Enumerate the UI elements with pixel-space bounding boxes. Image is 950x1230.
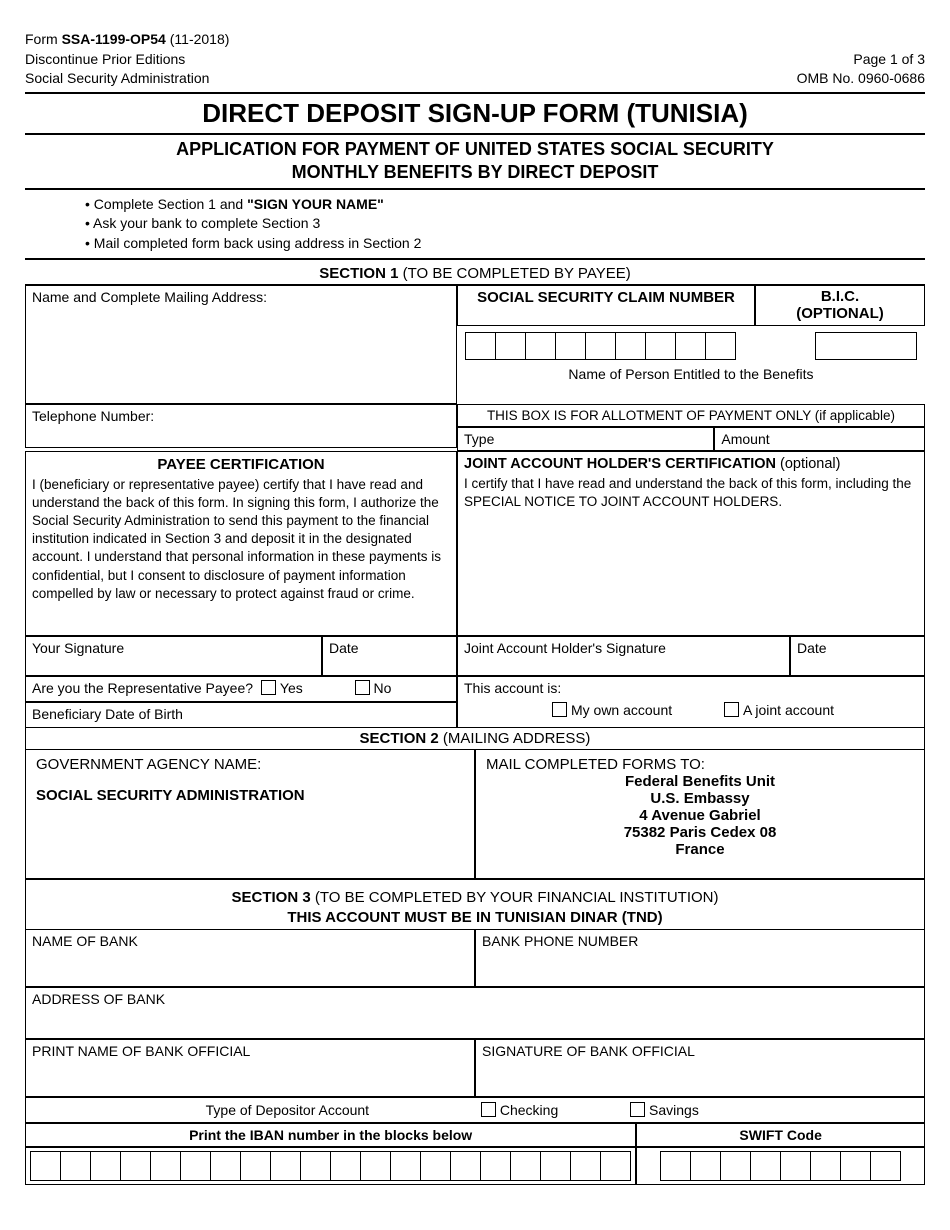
- addr-2: U.S. Embassy: [486, 790, 914, 807]
- mail-to-label: MAIL COMPLETED FORMS TO:: [486, 756, 914, 773]
- bic-header: B.I.C.(OPTIONAL): [755, 284, 925, 326]
- depositor-account-row: Type of Depositor Account Checking Savin…: [25, 1097, 925, 1123]
- mail-to-box: MAIL COMPLETED FORMS TO: Federal Benefit…: [475, 749, 925, 879]
- joint-signature[interactable]: Joint Account Holder's Signature: [457, 636, 790, 676]
- allot-type[interactable]: Type: [457, 427, 714, 451]
- instr-3: • Mail completed form back using address…: [85, 234, 925, 254]
- bank-address[interactable]: ADDRESS OF BANK: [25, 987, 925, 1039]
- savings-checkbox[interactable]: [630, 1102, 645, 1117]
- addr-4: 75382 Paris Cedex 08: [486, 824, 914, 841]
- rep-no-checkbox[interactable]: [355, 680, 370, 695]
- dob-field[interactable]: Beneficiary Date of Birth: [25, 702, 457, 728]
- dep-type-label: Type of Depositor Account: [206, 1102, 369, 1118]
- telephone-field[interactable]: Telephone Number:: [25, 404, 457, 448]
- section3-header: SECTION 3 (TO BE COMPLETED BY YOUR FINAN…: [25, 879, 925, 929]
- bank-name[interactable]: NAME OF BANK: [25, 929, 475, 987]
- checking-checkbox[interactable]: [481, 1102, 496, 1117]
- official-name[interactable]: PRINT NAME OF BANK OFFICIAL: [25, 1039, 475, 1097]
- form-date: (11-2018): [170, 31, 230, 47]
- joint-cert-hdr: JOINT ACCOUNT HOLDER'S CERTIFICATION: [464, 456, 780, 472]
- joint-sig-date[interactable]: Date: [790, 636, 925, 676]
- name-address-field[interactable]: Name and Complete Mailing Address:: [25, 284, 457, 404]
- official-signature[interactable]: SIGNATURE OF BANK OFFICIAL: [475, 1039, 925, 1097]
- ssn-header: SOCIAL SECURITY CLAIM NUMBER: [457, 284, 755, 326]
- section3-sub: THIS ACCOUNT MUST BE IN TUNISIAN DINAR (…: [287, 909, 662, 926]
- rep-yes-checkbox[interactable]: [261, 680, 276, 695]
- ssa-name: SOCIAL SECURITY ADMINISTRATION: [36, 787, 464, 804]
- form-title: DIRECT DEPOSIT SIGN-UP FORM (TUNISIA): [25, 98, 925, 129]
- section2-header: SECTION 2 (MAILING ADDRESS): [25, 728, 925, 749]
- joint-cert-text: I certify that I have read and understan…: [464, 475, 918, 511]
- addr-5: France: [486, 841, 914, 858]
- addr-1: Federal Benefits Unit: [486, 773, 914, 790]
- subtitle1: APPLICATION FOR PAYMENT OF UNITED STATES…: [25, 138, 925, 161]
- agency-name-hdr: Social Security Administration: [25, 69, 229, 89]
- form-label: Form: [25, 31, 62, 47]
- rep-payee-row: Are you the Representative Payee? Yes No: [25, 676, 457, 702]
- omb-number: OMB No. 0960-0686: [797, 69, 925, 89]
- form-number: SSA-1199-OP54: [62, 31, 166, 47]
- own-acct-checkbox[interactable]: [552, 702, 567, 717]
- rep-payee-q: Are you the Representative Payee?: [32, 680, 253, 696]
- joint-cert-opt: (optional): [780, 456, 840, 472]
- page-header: Form SSA-1199-OP54 (11-2018) Discontinue…: [25, 30, 925, 89]
- iban-header: Print the IBAN number in the blocks belo…: [25, 1123, 636, 1147]
- allot-amount[interactable]: Amount: [714, 427, 925, 451]
- account-is-label: This account is:: [464, 680, 918, 696]
- your-sig-date[interactable]: Date: [322, 636, 457, 676]
- your-signature[interactable]: Your Signature: [25, 636, 322, 676]
- joint-cert: JOINT ACCOUNT HOLDER'S CERTIFICATION (op…: [457, 451, 925, 636]
- bank-phone[interactable]: BANK PHONE NUMBER: [475, 929, 925, 987]
- swift-header: SWIFT Code: [636, 1123, 925, 1147]
- instructions: • Complete Section 1 and "SIGN YOUR NAME…: [25, 193, 925, 256]
- gov-agency-box: GOVERNMENT AGENCY NAME: SOCIAL SECURITY …: [25, 749, 475, 879]
- telephone-label: Telephone Number:: [32, 408, 450, 424]
- payee-cert-hdr: PAYEE CERTIFICATION: [32, 455, 450, 475]
- instr-1: • Complete Section 1 and: [85, 196, 247, 212]
- payee-cert: PAYEE CERTIFICATION I (beneficiary or re…: [25, 451, 457, 636]
- ssn-boxes[interactable]: [465, 332, 736, 360]
- page-number: Page 1 of 3: [797, 50, 925, 70]
- bic-box[interactable]: [815, 332, 917, 360]
- instr-2: • Ask your bank to complete Section 3: [85, 214, 925, 234]
- iban-boxes[interactable]: [25, 1147, 636, 1185]
- gov-agency-label: GOVERNMENT AGENCY NAME:: [36, 756, 464, 773]
- swift-boxes[interactable]: [636, 1147, 925, 1185]
- subtitle2: MONTHLY BENEFITS BY DIRECT DEPOSIT: [25, 161, 925, 184]
- joint-acct-checkbox[interactable]: [724, 702, 739, 717]
- name-address-label: Name and Complete Mailing Address:: [32, 289, 450, 305]
- entitled-label: Name of Person Entitled to the Benefits: [457, 364, 925, 386]
- allotment-header: THIS BOX IS FOR ALLOTMENT OF PAYMENT ONL…: [457, 404, 925, 427]
- section1-header: SECTION 1 (TO BE COMPLETED BY PAYEE): [25, 263, 925, 284]
- instr-1-bold: "SIGN YOUR NAME": [247, 196, 384, 212]
- account-type-box: This account is: My own account A joint …: [457, 676, 925, 728]
- addr-3: 4 Avenue Gabriel: [486, 807, 914, 824]
- payee-cert-text: I (beneficiary or representative payee) …: [32, 476, 450, 604]
- prior-editions: Discontinue Prior Editions: [25, 50, 229, 70]
